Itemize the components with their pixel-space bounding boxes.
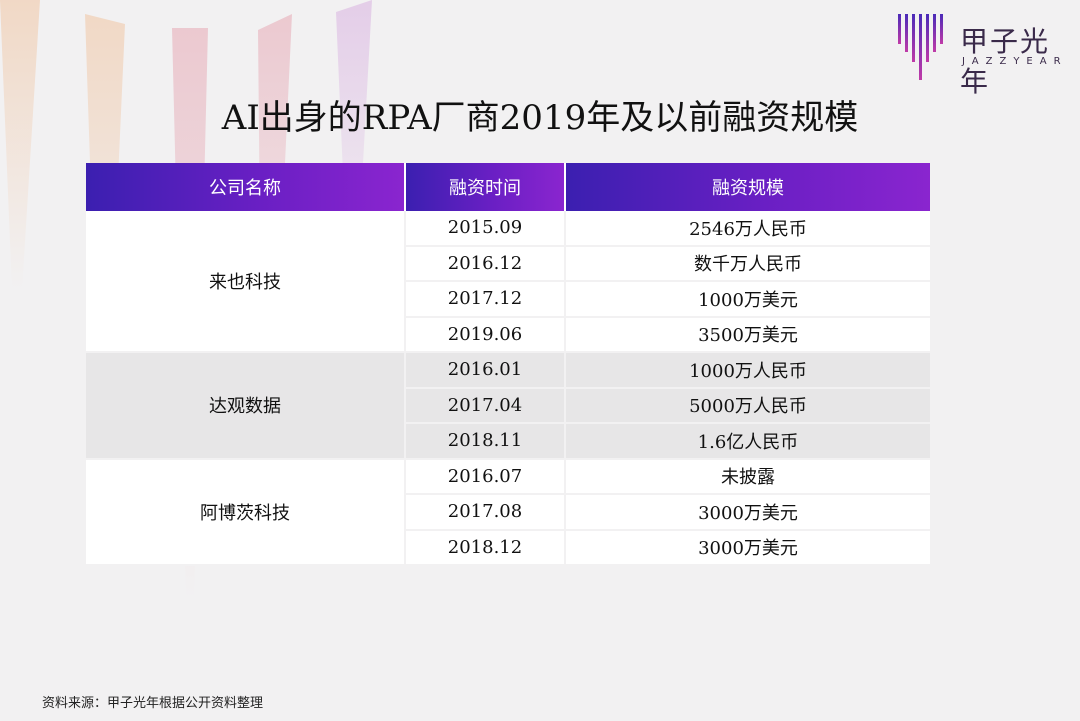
date-cell: 2015.09 xyxy=(405,211,566,247)
page-title: AI出身的RPA厂商2019年及以前融资规模 xyxy=(221,98,859,138)
date-cell: 2017.08 xyxy=(405,494,566,531)
date-cell: 2016.12 xyxy=(405,245,566,282)
date-cell: 2017.04 xyxy=(405,387,566,424)
company-cell: 来也科技 xyxy=(86,211,406,353)
date-cell: 2016.07 xyxy=(405,458,566,495)
table-row: 2017.04 5000万人民币 xyxy=(86,387,930,424)
logo-english-name: JAZZYEAR xyxy=(962,56,1068,67)
logo-bars-icon xyxy=(898,14,943,80)
amount-cell: 1.6亿人民币 xyxy=(565,423,930,460)
date-cell: 2019.06 xyxy=(405,316,566,353)
amount-cell: 1000万美元 xyxy=(565,281,930,318)
table-row: 2018.12 3000万美元 xyxy=(86,529,930,566)
table-row: 阿博茨科技 2016.07 未披露 xyxy=(86,458,930,566)
header-company: 公司名称 xyxy=(86,163,406,211)
table-row: 来也科技 2015.09 2546万人民币 xyxy=(86,211,930,353)
table-row: 2017.08 3000万美元 xyxy=(86,494,930,531)
table-row: 2018.11 1.6亿人民币 xyxy=(86,423,930,460)
amount-cell: 1000万人民币 xyxy=(565,352,930,389)
amount-cell: 未披露 xyxy=(565,458,930,495)
funding-table: 公司名称 融资时间 融资规模 来也科技 2015.09 2546万人民币 201… xyxy=(86,163,930,566)
amount-cell: 数千万人民币 xyxy=(565,245,930,282)
amount-cell: 3500万美元 xyxy=(565,316,930,353)
header-date: 融资时间 xyxy=(405,163,566,211)
table-row: 2016.12 数千万人民币 xyxy=(86,245,930,282)
table-row: 2017.12 1000万美元 xyxy=(86,281,930,318)
date-cell: 2018.11 xyxy=(405,423,566,460)
amount-cell: 2546万人民币 xyxy=(565,211,930,247)
table-header-row: 公司名称 融资时间 融资规模 xyxy=(86,163,930,211)
deco-stripe xyxy=(0,0,40,290)
table-row: 2019.06 3500万美元 xyxy=(86,316,930,353)
company-cell: 阿博茨科技 xyxy=(86,458,406,566)
source-note: 资料来源：甲子光年根据公开资料整理 xyxy=(42,696,264,711)
date-cell: 2016.01 xyxy=(405,352,566,389)
header-amount: 融资规模 xyxy=(565,163,930,211)
table-row: 达观数据 2016.01 1000万人民币 xyxy=(86,352,930,460)
brand-logo: 甲子光年 JAZZYEAR xyxy=(896,12,1076,98)
amount-cell: 5000万人民币 xyxy=(565,387,930,424)
date-cell: 2017.12 xyxy=(405,281,566,318)
amount-cell: 3000万美元 xyxy=(565,529,930,566)
date-cell: 2018.12 xyxy=(405,529,566,566)
company-cell: 达观数据 xyxy=(86,352,406,460)
logo-chinese-name: 甲子光年 xyxy=(960,25,1051,98)
amount-cell: 3000万美元 xyxy=(565,494,930,531)
